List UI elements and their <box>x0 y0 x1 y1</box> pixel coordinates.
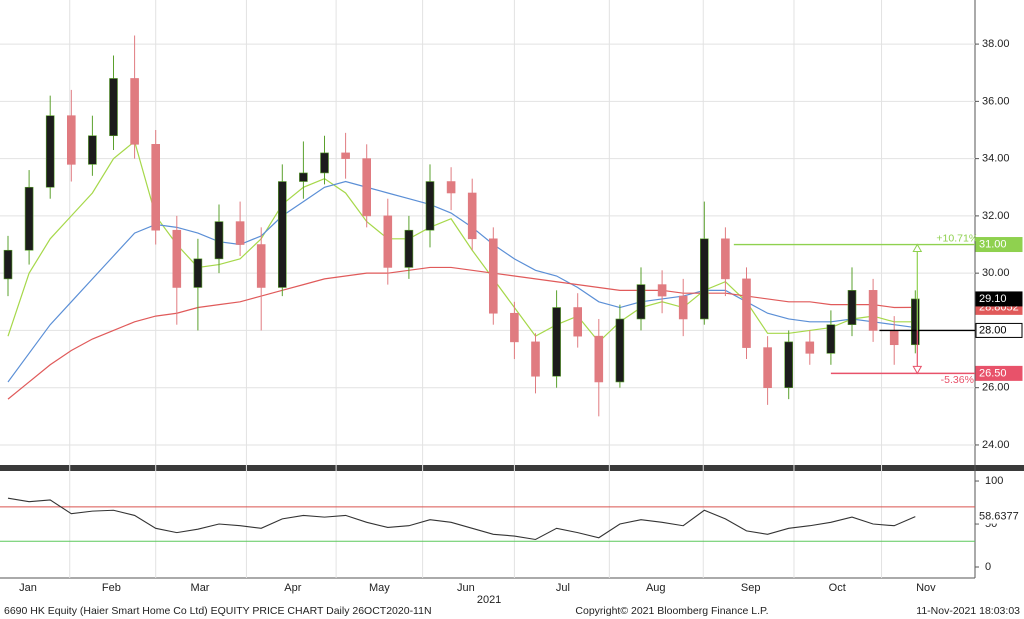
price-box-label: 26.50 <box>979 367 1007 379</box>
moving-average <box>7 266 916 400</box>
candle-body <box>594 335 604 383</box>
candle-body <box>868 290 878 331</box>
price-box-label: 29.10 <box>979 293 1007 305</box>
candle-body <box>847 290 857 325</box>
candle-body <box>531 341 540 377</box>
x-tick-label: Mar <box>191 582 210 594</box>
candle-body <box>425 181 435 231</box>
candle-body <box>24 186 34 251</box>
y-tick-label: 34.00 <box>982 153 1010 165</box>
candle-body <box>404 229 414 268</box>
candle-body <box>699 238 709 320</box>
candle-body <box>488 238 498 314</box>
x-tick-label: Sep <box>741 582 761 594</box>
candle-body <box>636 284 646 320</box>
candle-body <box>763 347 772 388</box>
candle-body <box>3 249 13 280</box>
candle-body <box>510 312 519 343</box>
candle-body <box>88 135 97 165</box>
footer-right: 11-Nov-2021 18:03:03 <box>916 605 1020 617</box>
candle-body <box>256 244 266 288</box>
price-box <box>975 322 1023 338</box>
candle-body <box>320 152 329 174</box>
candle-body <box>362 158 372 217</box>
y-tick-label: 38.00 <box>982 38 1010 50</box>
price-box-label: 28.00 <box>979 324 1007 336</box>
price-box <box>975 365 1023 381</box>
candle-body <box>742 278 751 348</box>
price-box <box>975 291 1023 307</box>
candle-body <box>784 341 794 388</box>
candle-body <box>805 341 815 354</box>
candle-body <box>235 221 245 245</box>
x-tick-label: Feb <box>102 582 121 594</box>
candle-body <box>678 295 688 320</box>
candle-body <box>552 307 561 377</box>
year-label: 2021 <box>477 594 501 606</box>
x-tick-label: Oct <box>829 582 846 594</box>
change-label: +10.71% <box>936 232 978 244</box>
footer-left: 6690 HK Equity (Haier Smart Home Co Ltd)… <box>4 605 432 617</box>
candle-body <box>383 215 393 268</box>
candle-body <box>130 78 139 145</box>
x-tick-label: Jul <box>556 582 570 594</box>
x-tick-label: Apr <box>284 582 301 594</box>
x-tick-label: Jun <box>457 582 475 594</box>
candle-body <box>573 307 583 337</box>
y-tick-label: 0 <box>985 561 991 573</box>
arrow-head <box>912 243 923 253</box>
candle-body <box>151 144 160 231</box>
candle-body <box>889 330 899 346</box>
rsi-line <box>7 497 916 541</box>
y-tick-label: 100 <box>985 475 1003 487</box>
candle-body <box>109 78 118 137</box>
candle-body <box>721 238 730 280</box>
x-tick-label: May <box>369 582 390 594</box>
candle-body <box>657 284 667 297</box>
candle-body <box>172 229 182 288</box>
y-tick-label: 30.00 <box>982 267 1010 279</box>
rsi-last-label: 58.6377 <box>979 510 1019 522</box>
y-tick-label: 26.00 <box>982 382 1010 394</box>
y-tick-label: 36.00 <box>982 95 1010 107</box>
y-tick-label: 32.00 <box>982 210 1010 222</box>
candle-body <box>910 298 920 346</box>
price-box <box>975 237 1023 253</box>
x-tick-label: Aug <box>646 582 666 594</box>
candle-body <box>277 181 287 288</box>
candle-body <box>446 181 456 194</box>
candle-body <box>67 115 76 165</box>
arrow-head <box>912 365 923 375</box>
x-tick-label: Nov <box>916 582 936 594</box>
candle-body <box>341 152 350 159</box>
panel-divider <box>0 465 1024 471</box>
y-tick-label: 24.00 <box>982 439 1010 451</box>
price-box-label: 31.00 <box>979 238 1007 250</box>
x-tick-label: Jan <box>19 582 37 594</box>
candle-body <box>214 221 224 260</box>
change-label: -5.36% <box>941 374 974 386</box>
candle-body <box>615 318 625 383</box>
rsi-last-box <box>976 509 1024 524</box>
footer-center: Copyright© 2021 Bloomberg Finance L.P. <box>575 605 768 617</box>
candle-body <box>299 172 308 182</box>
candle-body <box>45 115 55 188</box>
candle-body <box>193 258 203 288</box>
candle-body <box>467 192 477 240</box>
candle-body <box>826 324 836 354</box>
